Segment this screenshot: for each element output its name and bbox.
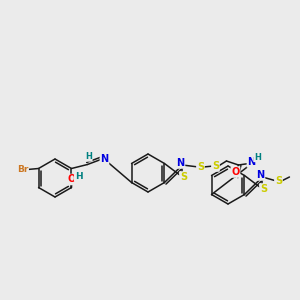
Text: N: N [100, 154, 109, 164]
Text: S: S [197, 162, 204, 172]
Text: Br: Br [17, 165, 28, 174]
Text: S: S [212, 161, 219, 171]
Text: H: H [254, 152, 261, 161]
Text: N: N [256, 170, 265, 180]
Text: O: O [231, 167, 240, 177]
Text: H: H [85, 152, 92, 161]
Text: O: O [67, 175, 76, 184]
Text: S: S [275, 176, 282, 186]
Text: S: S [260, 184, 267, 194]
Text: N: N [176, 158, 184, 168]
Text: H: H [75, 172, 82, 181]
Text: S: S [180, 172, 187, 182]
Text: N: N [248, 157, 256, 167]
